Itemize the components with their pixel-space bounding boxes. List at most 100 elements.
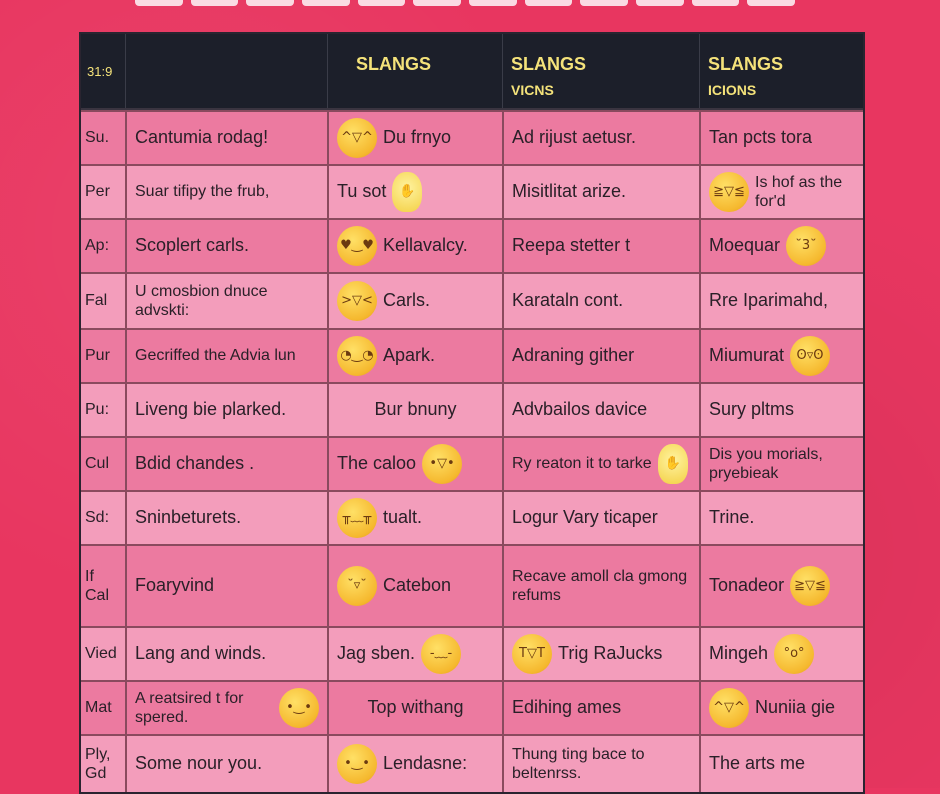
row-label-cell: Ap: (81, 220, 125, 272)
cell-text: Tonadeor (709, 575, 785, 596)
cropped-title-banner (135, 0, 796, 6)
meaning-cell-2: •‿• Lendasne: (327, 736, 502, 792)
slang-table: 31:9 SLANGS SLANGS VICNS SLANGS ICIONS Su.… (79, 32, 865, 794)
slang-cell: Cantumia rodag! (125, 112, 327, 164)
row-label-cell: Cul (81, 438, 125, 490)
row-label: Su. (85, 129, 110, 147)
slang-text: Scoplert carls. (135, 235, 250, 256)
header-col-3: SLANGS VICNS (502, 34, 699, 108)
slang-cell: Some nour you. (125, 736, 327, 792)
cell-text: Advbailos davice (512, 399, 648, 420)
slang-text: Some nour you. (135, 753, 263, 774)
slang-cell: Liveng bie plarked. (125, 384, 327, 436)
meaning-cell-3: Recave amoll cla gmong refums (502, 546, 699, 626)
slang-text: Lang and winds. (135, 643, 267, 664)
slang-cell: Bdid chandes . (125, 438, 327, 490)
header-col-2: SLANGS (327, 34, 502, 108)
cell-text: Trine. (709, 507, 755, 528)
astonished-emoji-icon: °o° (774, 634, 815, 674)
slang-text: Foaryvind (135, 575, 215, 596)
cell-text: Kellavalcy. (383, 235, 468, 256)
slang-text: Liveng bie plarked. (135, 399, 287, 420)
meaning-cell-3: Logur Vary ticaper (502, 492, 699, 544)
meaning-cell-3: Thung ting bace to beltenrss. (502, 736, 699, 792)
slang-cell: Sninbeturets. (125, 492, 327, 544)
slang-text: A reatsired t for spered. (135, 689, 244, 726)
squinting-tongue-emoji-icon: >▽< (337, 281, 377, 321)
row-label-cell: Pur (81, 330, 125, 382)
cell-text: Apark. (383, 345, 436, 366)
row-label: Vied (85, 645, 117, 663)
row-label: Ap: (85, 237, 110, 255)
table-row: Ap: Scoplert carls. ♥‿♥ Kellavalcy. Reepa st… (81, 218, 863, 272)
meaning-cell-4: Tan pcts tora (699, 112, 861, 164)
cell-text: Karataln cont. (512, 290, 624, 311)
slang-text: Bdid chandes . (135, 453, 255, 474)
meaning-cell-2: Top withang (327, 682, 502, 734)
crying-loud-emoji-icon: T▽T (512, 634, 552, 674)
row-label: Pur (85, 347, 110, 365)
header-col-4-title: SLANGS (708, 54, 784, 74)
table-header: 31:9 SLANGS SLANGS VICNS SLANGS ICIONS (81, 34, 863, 110)
header-col-4-subtitle: ICIONS (708, 82, 757, 98)
slang-text: Cantumia rodag! (135, 127, 269, 148)
slang-cell: Suar tifipy the frub, (125, 166, 327, 218)
meaning-cell-3: Misitlitat arize. (502, 166, 699, 218)
cell-text: Du frnyo (383, 127, 452, 148)
row-label-cell: Sd: (81, 492, 125, 544)
grimacing-emoji-icon: ʘ▿ʘ (790, 336, 831, 376)
cell-text: Carls. (383, 290, 431, 311)
cell-text: Thung ting bace to beltenrss. (512, 745, 645, 782)
row-label: If Cal (85, 567, 110, 604)
row-label-cell: If Cal (81, 546, 125, 626)
smirking-emoji-icon: ◔‿◔ (337, 336, 377, 376)
cell-text: Miumurat (709, 345, 785, 366)
header-col-2-title: SLANGS (356, 54, 432, 74)
meaning-cell-2: ˘▿˘ Catebon (327, 546, 502, 626)
slang-cell: Lang and winds. (125, 628, 327, 680)
row-label: Sd: (85, 509, 110, 527)
row-label-cell: Vied (81, 628, 125, 680)
row-label-cell: Ply, Gd (81, 736, 125, 792)
header-col-3-subtitle: VICNS (511, 82, 554, 98)
crying-emoji-icon: ╥﹏╥ (337, 498, 377, 538)
slang-cell: Foaryvind (125, 546, 327, 626)
row-label: Cul (85, 455, 110, 473)
cell-text: Dis you morials, pryebieak (709, 445, 823, 482)
cell-text: Mingeh (709, 643, 769, 664)
meaning-cell-3: Adraning gither (502, 330, 699, 382)
row-label: Fal (85, 292, 108, 310)
meaning-cell-3: Ry reaton it to tarke ✋ (502, 438, 699, 490)
meaning-cell-4: Mingeh °o° (699, 628, 861, 680)
meaning-cell-4: Sury pltms (699, 384, 861, 436)
row-label-cell: Fal (81, 274, 125, 328)
header-col-4: SLANGS ICIONS (699, 34, 861, 108)
meaning-cell-2: >▽< Carls. (327, 274, 502, 328)
cell-text: Top withang (367, 697, 464, 718)
meaning-cell-2: ♥‿♥ Kellavalcy. (327, 220, 502, 272)
table-row: Mat A reatsired t for spered. •‿• Top witha… (81, 680, 863, 734)
table-row: Sd: Sninbeturets. ╥﹏╥ tualt. Logur Vary tica… (81, 490, 863, 544)
table-row: Su. Cantumia rodag! ^▽^ Du frnyo Ad rijust a… (81, 110, 863, 164)
meaning-cell-2: The caloo •▽• (327, 438, 502, 490)
grinning-emoji-icon: •▽• (422, 444, 463, 484)
table-row: Cul Bdid chandes . The caloo •▽• Ry reaton i… (81, 436, 863, 490)
cell-text: Lendasne: (383, 753, 468, 774)
meaning-cell-4: ^▽^ Nuniia gie (699, 682, 861, 734)
meaning-cell-3: T▽T Trig RaJucks (502, 628, 699, 680)
meaning-cell-4: The arts me (699, 736, 861, 792)
meaning-cell-2: ^▽^ Du frnyo (327, 112, 502, 164)
table-row: Pu: Liveng bie plarked. Bur bnuny Advbailos… (81, 382, 863, 436)
meaning-cell-4: Dis you morials, pryebieak (699, 438, 861, 490)
cell-text: Moequar (709, 235, 781, 256)
cell-text: Trig RaJucks (558, 643, 663, 664)
cell-text: The caloo (337, 453, 417, 474)
header-col-3-title: SLANGS (511, 54, 587, 74)
raised-hand-emoji-icon: ✋ (392, 172, 423, 212)
cell-text: Recave amoll cla gmong refums (512, 567, 688, 604)
cell-text: The arts me (709, 753, 806, 774)
table-row: Ply, Gd Some nour you. •‿• Lendasne: Thung t… (81, 734, 863, 792)
cell-text: Is hof as the for'd (755, 173, 843, 210)
cell-text: Tu sot (337, 181, 387, 202)
table-row: Fal U cmosbion dnuce advskti: >▽< Carls. Kar… (81, 272, 863, 328)
